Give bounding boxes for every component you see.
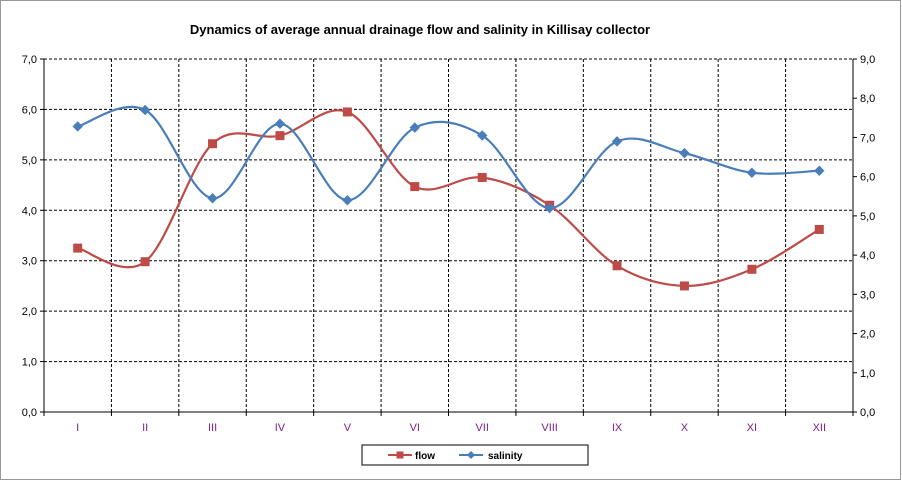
data-point-salinity — [409, 122, 420, 133]
data-point-salinity — [477, 130, 488, 141]
data-point-salinity — [544, 202, 555, 214]
data-point-flow — [679, 281, 689, 291]
right-axis-ticks: 0,0 1,0 2,0 3,0 4,0 5,0 6,0 7,0 8,0 9,0 — [853, 54, 875, 419]
data-point-salinity — [207, 193, 218, 204]
x-tick-label: IX — [612, 422, 623, 434]
legend-salinity-marker — [467, 451, 475, 459]
data-point-salinity — [342, 194, 353, 206]
right-tick-label: 1,0 — [860, 368, 875, 380]
x-tick-label: I — [76, 422, 79, 434]
left-tick-label: 6,0 — [22, 104, 37, 116]
right-tick-label: 5,0 — [860, 211, 875, 223]
right-tick-label: 7,0 — [860, 132, 875, 144]
data-point-flow — [342, 107, 352, 117]
left-tick-label: 0,0 — [22, 407, 37, 419]
series-layer — [72, 104, 825, 291]
data-point-salinity — [746, 167, 758, 178]
x-tick-label: II — [142, 422, 148, 434]
right-tick-label: 0,0 — [860, 407, 875, 419]
data-point-flow — [275, 131, 285, 141]
chart-title: Dynamics of average annual drainage flow… — [190, 22, 650, 37]
data-point-flow — [814, 224, 824, 234]
x-tick-label: X — [681, 422, 689, 434]
x-tick-label: VI — [410, 422, 420, 434]
x-tick-label: V — [344, 422, 352, 434]
data-point-salinity — [139, 104, 151, 116]
data-point-flow — [73, 243, 83, 253]
left-tick-label: 3,0 — [22, 256, 37, 268]
right-tick-label: 4,0 — [860, 250, 875, 262]
left-tick-label: 1,0 — [22, 357, 37, 369]
right-tick-label: 8,0 — [860, 93, 875, 105]
left-tick-label: 4,0 — [22, 205, 37, 217]
data-point-flow — [208, 139, 218, 149]
data-point-salinity — [611, 136, 623, 147]
x-tick-label: VII — [475, 422, 488, 434]
x-tick-label: IV — [275, 422, 286, 434]
data-point-flow — [477, 173, 487, 183]
data-point-salinity — [72, 121, 83, 132]
data-point-salinity — [814, 165, 825, 176]
data-point-flow — [747, 264, 757, 274]
data-point-flow — [612, 261, 622, 271]
legend-flow-marker — [396, 451, 404, 459]
x-axis-ticks: I II III IV V VI VII VIII IX X XI XII — [43, 412, 854, 434]
left-tick-label: 7,0 — [22, 54, 37, 66]
right-tick-label: 3,0 — [860, 289, 875, 301]
x-tick-label: III — [208, 422, 217, 434]
left-tick-label: 5,0 — [22, 155, 37, 167]
data-point-salinity — [679, 147, 690, 159]
legend: flow salinity — [361, 444, 589, 466]
left-axis-ticks: 0,0 1,0 2,0 3,0 4,0 5,0 6,0 7,0 — [22, 54, 44, 419]
left-tick-label: 2,0 — [22, 306, 37, 318]
x-tick-label: XI — [747, 422, 757, 434]
right-tick-label: 6,0 — [860, 172, 875, 184]
x-tick-label: VIII — [541, 422, 558, 434]
data-point-flow — [410, 182, 420, 192]
legend-flow-label: flow — [415, 451, 435, 462]
x-tick-label: XII — [813, 422, 826, 434]
right-tick-label: 2,0 — [860, 329, 875, 341]
right-tick-label: 9,0 — [860, 54, 875, 66]
data-point-salinity — [274, 118, 286, 129]
legend-salinity-label: salinity — [488, 451, 523, 462]
data-point-flow — [140, 257, 150, 267]
